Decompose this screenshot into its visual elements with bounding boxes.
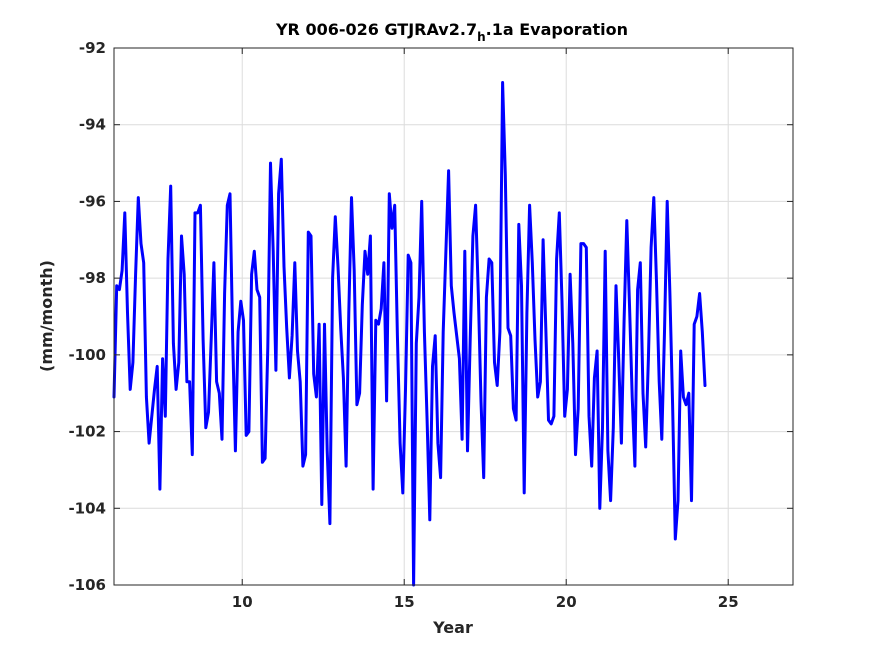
y-tick-label: -104 — [68, 499, 106, 517]
ticks: 10 15 20 25 -106 -104 -102 -100 -98 -96 -94 -92 — [68, 39, 793, 611]
y-tick-label: -94 — [79, 116, 106, 134]
chart-title-subscript: h — [477, 30, 486, 44]
x-axis-label: Year — [432, 618, 473, 637]
y-tick-label: -96 — [79, 192, 106, 210]
y-tick-label: -100 — [68, 346, 106, 364]
y-axis-label: (mm/month) — [37, 260, 56, 372]
y-tick-label: -98 — [79, 269, 106, 287]
series-line — [112, 81, 707, 587]
chart-title-suffix: .1a Evaporation — [486, 20, 628, 39]
chart-title: YR 006-026 GTJRAv2.7h.1a Evaporation — [275, 20, 628, 44]
y-tick-label: -102 — [68, 423, 106, 441]
x-tick-label: 25 — [718, 593, 739, 611]
x-tick-label: 20 — [556, 593, 577, 611]
series-layer — [112, 81, 707, 587]
x-tick-label: 15 — [394, 593, 415, 611]
y-tick-label: -92 — [79, 39, 106, 57]
y-tick-label: -106 — [68, 576, 106, 594]
x-tick-label: 10 — [232, 593, 253, 611]
plot-frame — [113, 47, 794, 586]
